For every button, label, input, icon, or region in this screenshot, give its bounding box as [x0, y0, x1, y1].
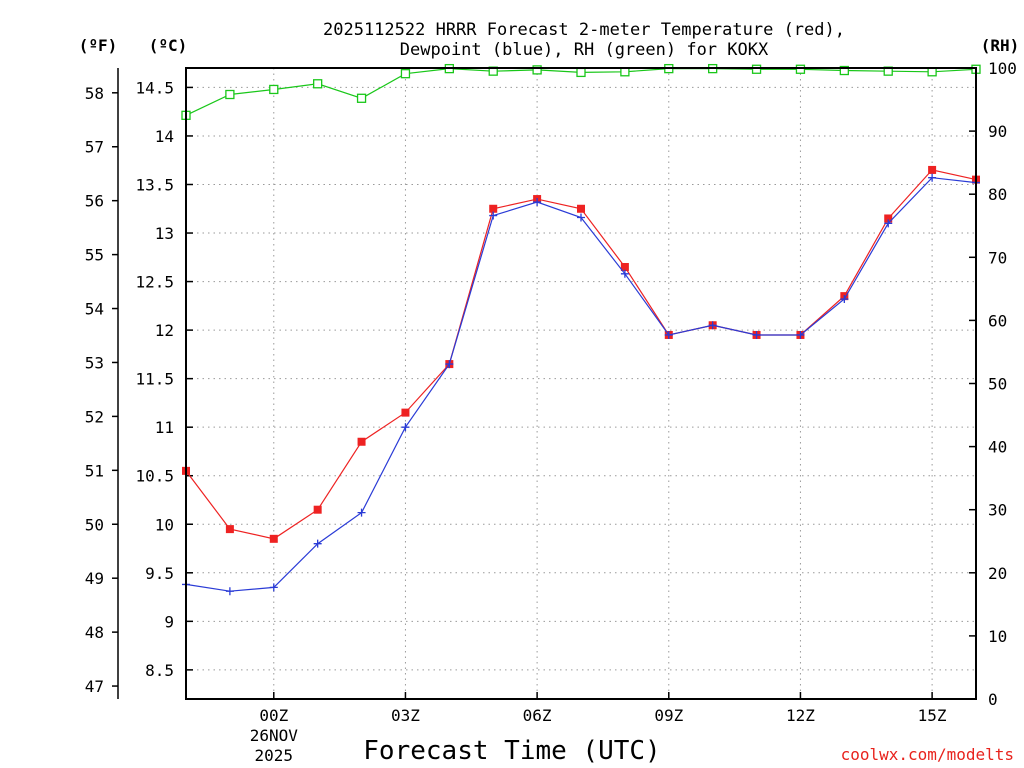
rh-tick-label: 40 [988, 438, 1007, 457]
temperature-point [928, 165, 937, 174]
fahrenheit-tick-label: 47 [85, 677, 104, 696]
rh-point [269, 84, 279, 95]
temperature-line [185, 169, 977, 540]
dewpoint-point [269, 583, 278, 592]
celsius-tick-label: 12 [155, 321, 174, 340]
celsius-tick-label: 9.5 [145, 564, 174, 583]
rh-point [532, 65, 542, 75]
dewpoint-point [225, 587, 234, 596]
dewpoint-point [752, 330, 761, 339]
dewpoint-point [664, 330, 673, 339]
time-tick-label: 12Z [786, 706, 815, 725]
celsius-tick-label: 13 [155, 224, 174, 243]
rh-point [356, 93, 367, 103]
rh-tick-label: 80 [988, 185, 1007, 204]
celsius-tick-label: 11.5 [135, 370, 174, 389]
dewpoint-line [185, 177, 977, 592]
rh-point [751, 64, 762, 74]
rh-point [225, 89, 235, 100]
temperature-point [489, 204, 498, 213]
fahrenheit-tick-label: 56 [85, 192, 104, 211]
dewpoint-point [401, 423, 410, 432]
temperature-point [401, 408, 410, 417]
x-axis-title: Forecast Time (UTC) [363, 736, 660, 766]
rh-point [839, 65, 849, 76]
celsius-tick-label: 10 [155, 515, 174, 534]
rh-unit-label: (RH) [981, 36, 1020, 55]
dewpoint-point [533, 197, 542, 206]
dewpoint-point [489, 211, 498, 220]
rh-point [313, 79, 323, 89]
temperature-point [225, 525, 234, 534]
rh-point [795, 64, 806, 74]
fahrenheit-tick-label: 54 [85, 300, 104, 319]
fahrenheit-tick-label: 57 [85, 138, 104, 157]
celsius-tick-label: 14.5 [135, 78, 174, 97]
temperature-point [269, 534, 278, 543]
dewpoint-point [840, 295, 849, 304]
rh-tick-label: 90 [988, 122, 1007, 141]
fahrenheit-tick-label: 52 [85, 407, 104, 426]
fahrenheit-tick-label: 48 [85, 623, 104, 642]
celsius-unit-label: (ºC) [149, 36, 188, 55]
chart-title-line2: Dewpoint (blue), RH (green) for KOKX [400, 40, 769, 60]
fahrenheit-tick-label: 53 [85, 353, 104, 372]
rh-point [576, 67, 586, 78]
fahrenheit-tick-label: 58 [85, 84, 104, 103]
rh-tick-label: 100 [988, 59, 1017, 78]
dewpoint-point [313, 539, 322, 548]
axes: 8.5 9 9.5 10 10.5 11 11.5 12 12.5 13 13.5 14 14.5 00Z… [85, 59, 1017, 765]
fahrenheit-tick-label: 51 [85, 461, 104, 480]
fahrenheit-tick-label: 49 [85, 569, 104, 588]
temperature-point [577, 204, 585, 213]
dewpoint-point [445, 360, 454, 369]
time-tick-label: 06Z [523, 706, 552, 725]
grid-lines [186, 68, 976, 699]
time-tick-label: 15Z [918, 706, 947, 725]
dewpoint-point [357, 508, 366, 517]
dewpoint-point [884, 219, 893, 228]
celsius-tick-label: 14 [155, 127, 174, 146]
rh-tick-label: 10 [988, 627, 1007, 646]
date-label-day: 26NOV [250, 726, 299, 745]
celsius-tick-label: 10.5 [135, 467, 174, 486]
rh-tick-label: 0 [988, 690, 998, 709]
celsius-tick-label: 12.5 [135, 273, 174, 292]
temperature-point [313, 505, 322, 514]
rh-point [400, 69, 411, 79]
dewpoint-point [796, 330, 805, 339]
celsius-tick-label: 13.5 [135, 175, 174, 194]
rh-tick-label: 50 [988, 375, 1007, 394]
celsius-tick-label: 11 [155, 418, 174, 437]
chart-title-line1: 2025112522 HRRR Forecast 2-meter Tempera… [323, 20, 845, 40]
rh-tick-label: 20 [988, 564, 1007, 583]
fahrenheit-tick-label: 55 [85, 246, 104, 265]
temperature-point [357, 437, 366, 446]
date-label-year: 2025 [255, 746, 294, 765]
dewpoint-point [620, 269, 629, 278]
time-tick-label: 09Z [654, 706, 683, 725]
fahrenheit-tick-label: 50 [85, 515, 104, 534]
plot-frame [185, 67, 977, 700]
dewpoint-point [928, 173, 937, 182]
dewpoint-point [577, 213, 585, 222]
credit-text: coolwx.com/modelts [841, 745, 1014, 764]
temperature-point [884, 214, 893, 223]
rh-tick-label: 70 [988, 248, 1007, 267]
celsius-tick-label: 8.5 [145, 661, 174, 680]
temperature-point [620, 263, 629, 272]
rh-tick-label: 30 [988, 501, 1007, 520]
rh-tick-label: 60 [988, 311, 1007, 330]
celsius-tick-label: 9 [164, 612, 174, 631]
fahrenheit-unit-label: (ºF) [79, 36, 118, 55]
dewpoint-point [708, 321, 717, 330]
time-tick-label: 00Z [259, 706, 288, 725]
time-tick-label: 03Z [391, 706, 420, 725]
